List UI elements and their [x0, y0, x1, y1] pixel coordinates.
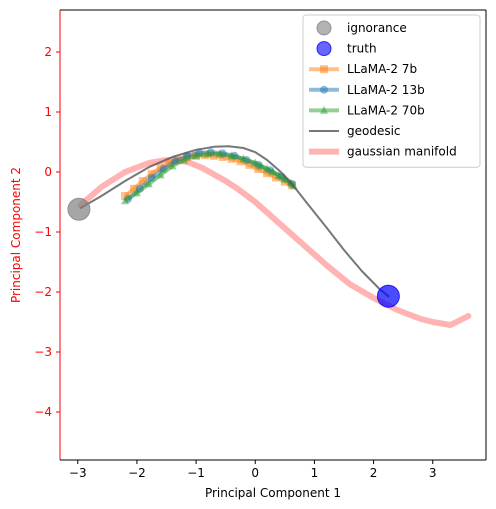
llama-2-70b-point	[132, 188, 141, 197]
legend-box	[302, 14, 481, 168]
llama-2-7b-point	[121, 192, 130, 200]
legend-llama-2-70b-marker	[320, 105, 328, 114]
llama-2-70b-point	[156, 170, 165, 179]
legend-llama-2-70b-label: LLaMA-2 70b	[347, 103, 425, 117]
legend-llama-2-7b-label: LLaMA-2 7b	[347, 62, 417, 76]
llama-2-70b-point	[280, 174, 289, 183]
llama-2-70b-point	[168, 161, 177, 170]
llama-2-7b-point	[147, 169, 156, 178]
gaussian-manifold-line	[77, 157, 472, 328]
y-tick-label: −4	[34, 405, 52, 419]
y-tick-label: 1	[44, 105, 52, 119]
legend-truth-swatch	[316, 41, 332, 57]
llama-2-70b-point	[251, 158, 260, 167]
x-tick-label: −3	[69, 466, 87, 480]
legend-ignorance-label: ignorance	[347, 21, 407, 35]
llama-2-70b-point	[227, 151, 236, 160]
y-tick-label: −2	[34, 285, 52, 299]
y-tick-label: 0	[44, 165, 52, 179]
llama-2-70b-point	[192, 151, 201, 160]
llama-2-7b-point	[129, 184, 138, 193]
llama-2-70b-point	[144, 179, 153, 188]
legend-ignorance-swatch	[316, 20, 332, 36]
ignorance-point	[67, 197, 91, 221]
y-tick-label: 2	[44, 45, 52, 59]
y-tick-label: −3	[34, 345, 52, 359]
llama-2-7b-point	[263, 169, 272, 178]
y-axis-label: Principal Component 2	[9, 167, 23, 303]
llama-2-7b-point	[245, 160, 254, 169]
x-axis-label: Principal Component 1	[205, 486, 341, 500]
llama-2-70b-point	[274, 171, 283, 179]
plot-content	[67, 145, 472, 328]
llama-2-70b-point	[203, 149, 212, 158]
llama-2-70b-point	[180, 155, 189, 164]
legend-llama-2-13b-label: LLaMA-2 13b	[347, 83, 425, 97]
llama-2-70b-point	[257, 161, 266, 170]
x-tick-label: 3	[429, 466, 437, 480]
llama-2-70b-point	[239, 154, 248, 163]
legend-llama-2-7b-marker	[320, 65, 328, 74]
y-tick-label: −1	[34, 225, 52, 239]
llama-2-70b-point	[263, 164, 272, 173]
llama-2-7b-point	[138, 177, 147, 185]
x-tick-label: −1	[187, 466, 205, 480]
llama-2-70b-point	[121, 196, 130, 205]
truth-point	[376, 284, 400, 308]
x-tick-label: 2	[370, 466, 378, 480]
llama-2-70b-point	[215, 149, 224, 158]
geodesic-line	[79, 145, 390, 298]
legend-geodesic-label: geodesic	[347, 124, 401, 138]
llama-2-70b-point	[269, 167, 277, 176]
legend-gaussian-manifold-label: gaussian manifold	[347, 145, 457, 159]
legend: ignorance truth LLaMA-2 7b LLaMA-2 13b LLaMA…	[302, 14, 481, 168]
x-tick-label: 0	[251, 466, 259, 480]
x-tick-label: −2	[128, 466, 146, 480]
axes: −3 −2 −1 0 1 2 3 −4 −3 −2 −1 0 1 2	[34, 9, 487, 480]
legend-llama-2-13b-marker	[320, 85, 328, 94]
x-tick-label: 1	[311, 466, 319, 480]
legend-truth-label: truth	[347, 42, 377, 56]
